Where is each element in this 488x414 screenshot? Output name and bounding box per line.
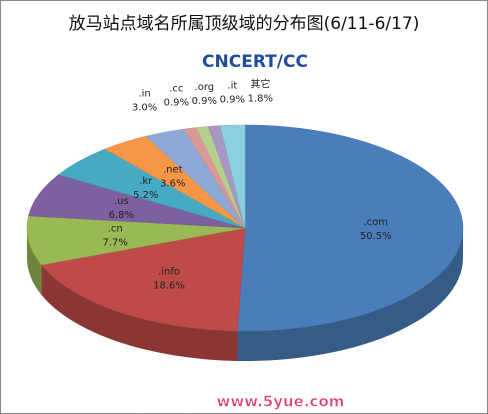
value-label: 18.6%: [153, 280, 185, 291]
value-label: 0.9%: [164, 97, 189, 108]
slice-label: .info: [158, 266, 180, 277]
slice-label: .it: [227, 81, 237, 92]
value-label: 0.9%: [220, 95, 245, 106]
value-label: 3.0%: [132, 102, 157, 113]
pie-sides: [27, 228, 463, 361]
value-label: 6.8%: [109, 210, 134, 221]
slice: [220, 124, 246, 229]
slice: [237, 124, 464, 332]
value-label: 3.6%: [160, 178, 185, 189]
slice-label: 其它: [250, 77, 270, 90]
value-label: 5.2%: [133, 190, 158, 201]
slice-label: .cn: [108, 224, 123, 235]
slice-label: .org: [195, 82, 215, 93]
slice-label: .net: [163, 164, 183, 175]
value-label: 50.5%: [360, 231, 392, 242]
pie-tops: [26, 124, 464, 332]
slice-side: [237, 228, 463, 361]
value-label: 1.8%: [248, 93, 273, 104]
slice: [41, 227, 246, 332]
slice: [26, 215, 246, 266]
slice-label: .cc: [169, 83, 183, 94]
watermark: 岁 月 联 盟 www.5yue.com: [136, 393, 345, 411]
pie: [26, 124, 464, 361]
slice-label: .in: [138, 88, 150, 99]
slice-label: .kr: [139, 176, 153, 187]
slice-side: [27, 228, 42, 295]
logo: CNCERT/CC: [202, 52, 308, 72]
slice-side: [41, 264, 238, 361]
slice-label: .us: [114, 196, 129, 207]
value-label: 7.7%: [103, 238, 128, 249]
chart-title: 放马站点域名所属顶级域的分布图(6/11-6/17): [69, 14, 420, 34]
slice-label: .com: [364, 217, 389, 228]
value-label: 0.9%: [192, 96, 217, 107]
